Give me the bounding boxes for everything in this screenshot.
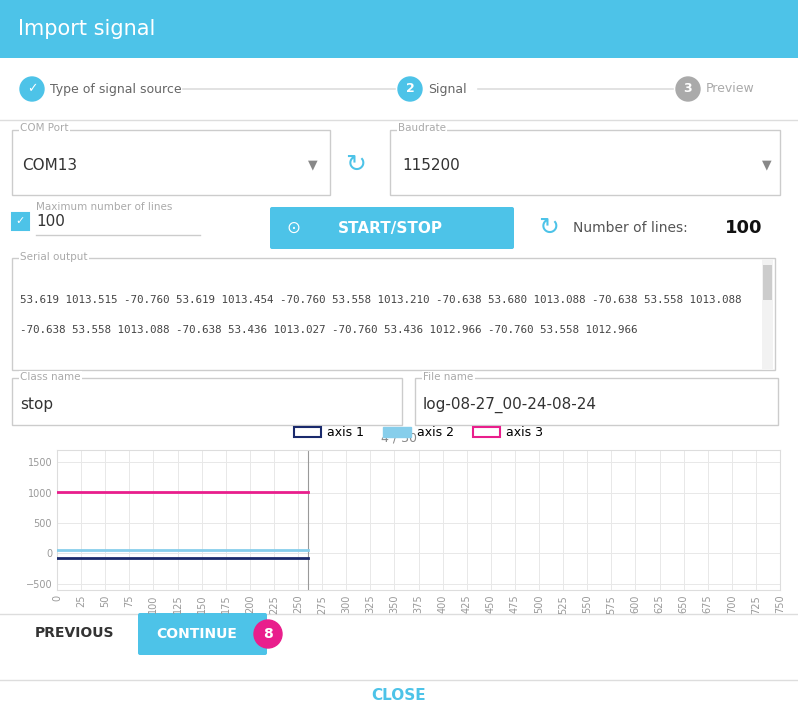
Circle shape bbox=[676, 77, 700, 101]
FancyBboxPatch shape bbox=[12, 258, 775, 370]
Text: Serial output: Serial output bbox=[20, 252, 88, 262]
Text: ▼: ▼ bbox=[308, 158, 318, 172]
Legend: axis 1, axis 2, axis 3: axis 1, axis 2, axis 3 bbox=[289, 421, 548, 444]
Text: 8: 8 bbox=[263, 627, 273, 641]
Text: Type of signal source: Type of signal source bbox=[50, 83, 182, 95]
Text: ⊙: ⊙ bbox=[286, 219, 300, 237]
Text: COM Port: COM Port bbox=[20, 123, 69, 133]
Text: Baudrate: Baudrate bbox=[398, 123, 446, 133]
Text: Preview: Preview bbox=[706, 83, 755, 95]
Text: 2: 2 bbox=[405, 83, 414, 95]
FancyBboxPatch shape bbox=[390, 130, 780, 195]
FancyBboxPatch shape bbox=[270, 207, 514, 249]
FancyBboxPatch shape bbox=[763, 265, 772, 300]
Text: ↻: ↻ bbox=[346, 153, 366, 177]
Text: 4 / 30: 4 / 30 bbox=[381, 431, 417, 445]
Text: File name: File name bbox=[423, 372, 473, 382]
FancyBboxPatch shape bbox=[0, 58, 798, 120]
Text: 53.619 1013.515 -70.760 53.619 1013.454 -70.760 53.558 1013.210 -70.638 53.680 1: 53.619 1013.515 -70.760 53.619 1013.454 … bbox=[20, 295, 741, 305]
Text: Maximum number of lines: Maximum number of lines bbox=[36, 202, 172, 212]
Text: Signal: Signal bbox=[428, 83, 467, 95]
Circle shape bbox=[398, 77, 422, 101]
FancyBboxPatch shape bbox=[12, 130, 330, 195]
Text: 3: 3 bbox=[684, 83, 693, 95]
FancyBboxPatch shape bbox=[415, 378, 778, 425]
Text: CLOSE: CLOSE bbox=[372, 687, 426, 703]
Text: -70.638 53.558 1013.088 -70.638 53.436 1013.027 -70.760 53.436 1012.966 -70.760 : -70.638 53.558 1013.088 -70.638 53.436 1… bbox=[20, 325, 638, 335]
Text: Class name: Class name bbox=[20, 372, 81, 382]
FancyBboxPatch shape bbox=[138, 613, 267, 655]
Text: Import signal: Import signal bbox=[18, 19, 156, 39]
Text: ↻: ↻ bbox=[539, 216, 559, 240]
Text: PREVIOUS: PREVIOUS bbox=[35, 626, 115, 640]
Text: Number of lines:: Number of lines: bbox=[573, 221, 688, 235]
Text: log-08-27_00-24-08-24: log-08-27_00-24-08-24 bbox=[423, 397, 597, 413]
Text: ✓: ✓ bbox=[27, 83, 38, 95]
FancyBboxPatch shape bbox=[762, 259, 773, 369]
FancyBboxPatch shape bbox=[12, 378, 402, 425]
Text: CONTINUE: CONTINUE bbox=[156, 627, 238, 641]
Text: ✓: ✓ bbox=[16, 216, 26, 226]
Text: 115200: 115200 bbox=[402, 158, 460, 173]
Circle shape bbox=[20, 77, 44, 101]
Text: 100: 100 bbox=[36, 214, 65, 230]
Circle shape bbox=[254, 620, 282, 648]
FancyBboxPatch shape bbox=[0, 0, 798, 58]
FancyBboxPatch shape bbox=[12, 213, 29, 230]
Text: 100: 100 bbox=[725, 219, 762, 237]
Text: stop: stop bbox=[20, 397, 53, 412]
Text: ▼: ▼ bbox=[762, 158, 772, 172]
Text: COM13: COM13 bbox=[22, 158, 77, 173]
Text: START/STOP: START/STOP bbox=[338, 221, 443, 235]
